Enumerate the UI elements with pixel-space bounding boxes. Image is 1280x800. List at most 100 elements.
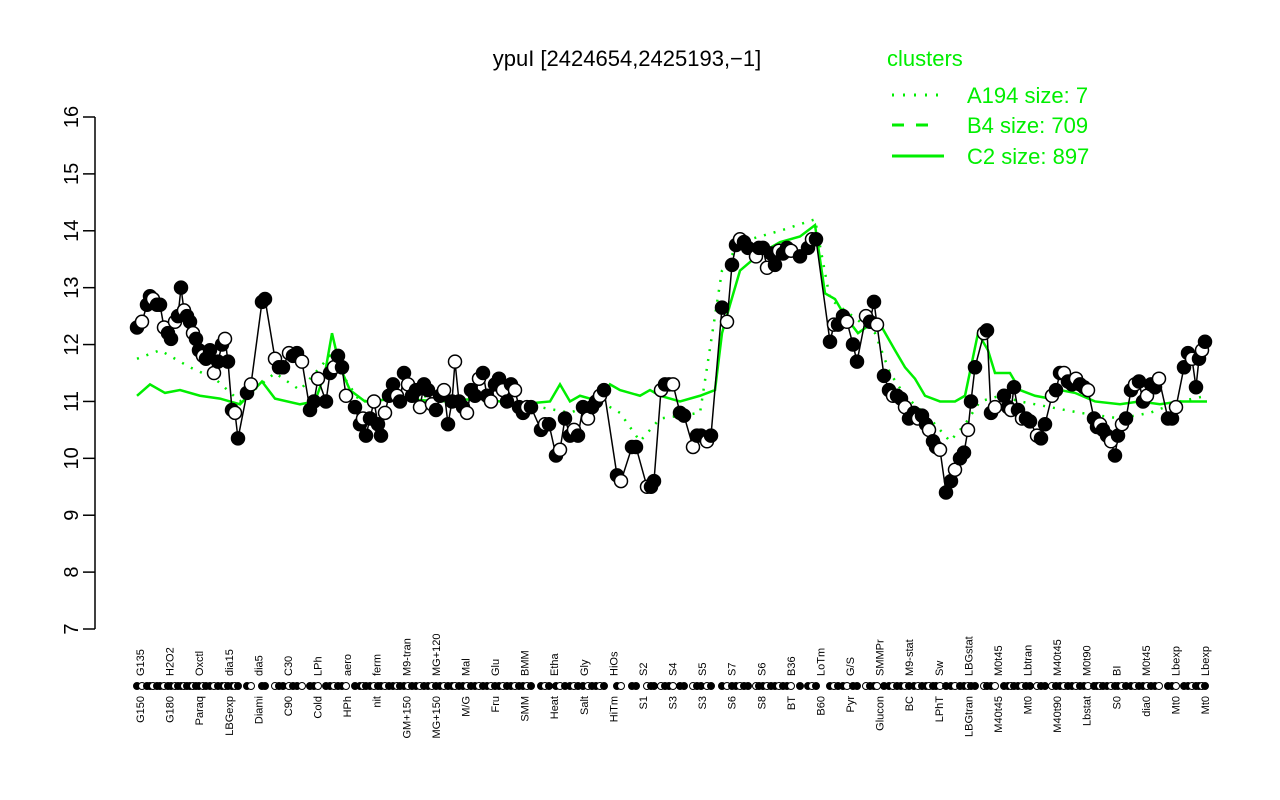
data-point	[1197, 334, 1213, 349]
legend-entry-c2: C2 size: 897	[967, 144, 1089, 169]
x-tick-label: Mt0	[1200, 696, 1212, 714]
x-tick-label: Fru	[490, 696, 502, 713]
data-point	[412, 399, 428, 415]
strip-marker	[1172, 682, 1180, 690]
x-tick-label: Etha	[549, 652, 561, 676]
data-point	[552, 442, 568, 458]
data-point	[646, 473, 662, 489]
x-tick-label: LPhT	[934, 696, 946, 723]
x-tick-label: G135	[135, 649, 147, 676]
data-point	[1048, 382, 1064, 398]
x-tick-label: M9-stat	[904, 639, 916, 676]
strip-marker	[873, 682, 881, 690]
strip-marker	[247, 682, 255, 690]
y-tick-label: 11	[61, 391, 83, 412]
data-point	[173, 280, 189, 295]
x-tick-label: GM+150	[401, 696, 413, 739]
data-point	[436, 382, 452, 398]
data-point	[523, 399, 539, 415]
data-point	[243, 377, 259, 392]
strip-marker	[342, 682, 350, 690]
strip-marker	[298, 682, 306, 690]
x-tick-label: Salt	[579, 696, 591, 715]
data-point	[869, 317, 885, 332]
data-point	[163, 331, 179, 347]
x-tick-label: M0t45	[993, 645, 1005, 676]
x-tick-label: M0t45	[1141, 645, 1153, 676]
x-tick-label: S3	[697, 696, 709, 709]
x-tick-label: M40t45	[993, 696, 1005, 733]
data-point	[230, 431, 246, 446]
x-tick-label: LoTm	[815, 648, 827, 676]
x-tick-label: H2O2	[165, 647, 177, 676]
data-point	[306, 394, 322, 409]
x-tick-label: C30	[283, 656, 295, 676]
data-point	[703, 428, 719, 443]
x-tick-label: G150	[135, 696, 147, 723]
x-tick-label: dia5	[253, 655, 265, 676]
data-point	[377, 405, 393, 421]
data-point	[220, 354, 236, 369]
data-point	[475, 365, 491, 381]
strip-marker	[527, 682, 535, 690]
data-point	[956, 445, 972, 460]
x-tick-label: Diami	[253, 696, 265, 724]
data-point	[358, 428, 374, 443]
expression-line	[129, 232, 1213, 500]
x-tick-label: M/G	[460, 696, 472, 717]
x-axis-labels: G135 H2O2 Oxctl dia15 dia5 C30 LPh aero ferm M9-t…	[135, 634, 1212, 739]
x-tick-label: HiOs	[608, 651, 620, 676]
legend: clusters A194 size: 7 B4 size: 709 C2 si…	[887, 46, 1089, 169]
data-point	[987, 399, 1003, 415]
data-point	[845, 337, 861, 352]
x-tick-label: dia15	[224, 649, 236, 676]
x-tick-label: Lbtran	[1023, 645, 1035, 676]
data-point	[467, 388, 483, 404]
x-tick-label: M40t45	[1052, 639, 1064, 676]
x-tick-label: Sw	[934, 661, 946, 676]
data-point	[499, 394, 515, 409]
x-tick-label: LPh	[313, 656, 325, 676]
strip-marker	[787, 682, 795, 690]
x-tick-label: BT	[786, 696, 798, 710]
data-point	[202, 342, 218, 358]
data-point	[1033, 431, 1049, 446]
data-point	[866, 294, 882, 310]
data-point	[347, 399, 363, 415]
strip-marker	[632, 682, 640, 690]
data-point	[373, 428, 389, 443]
x-tick-label: Lbstat	[1082, 696, 1094, 726]
x-tick-label: S6	[756, 663, 768, 676]
data-point	[428, 402, 444, 418]
data-point	[294, 354, 310, 369]
strip-marker	[600, 682, 608, 690]
strip-marker	[1041, 682, 1049, 690]
legend-entry-a194: A194 size: 7	[967, 83, 1088, 108]
cluster-lines	[136, 217, 1208, 444]
data-point	[1131, 374, 1147, 389]
strip-marker	[617, 682, 625, 690]
x-tick-label: BI	[1111, 666, 1123, 676]
data-point	[1037, 416, 1053, 432]
x-tick-label: Oxctl	[194, 651, 206, 676]
x-tick-label: S1	[638, 696, 650, 709]
data-point	[134, 314, 150, 330]
x-tick-label: Mt0	[1170, 696, 1182, 714]
data-point	[963, 394, 979, 409]
x-tick-label: SMM	[520, 696, 532, 722]
data-point	[1168, 399, 1184, 415]
strip-marker	[545, 682, 553, 690]
data-point	[318, 394, 334, 409]
x-tick-label: LBGstat	[963, 636, 975, 676]
strip-marker	[650, 682, 658, 690]
data-point	[628, 439, 644, 455]
y-tick-label: 10	[61, 447, 83, 469]
strip-marker	[261, 682, 269, 690]
strip-marker	[853, 682, 861, 690]
y-tick-label: 16	[61, 106, 83, 128]
x-tick-label: Paraq	[194, 696, 206, 725]
y-tick-label: 15	[61, 163, 83, 185]
x-tick-label: M40t90	[1052, 696, 1064, 733]
x-tick-label: BMM	[520, 650, 532, 676]
x-tick-label: Lbexp	[1170, 646, 1182, 676]
